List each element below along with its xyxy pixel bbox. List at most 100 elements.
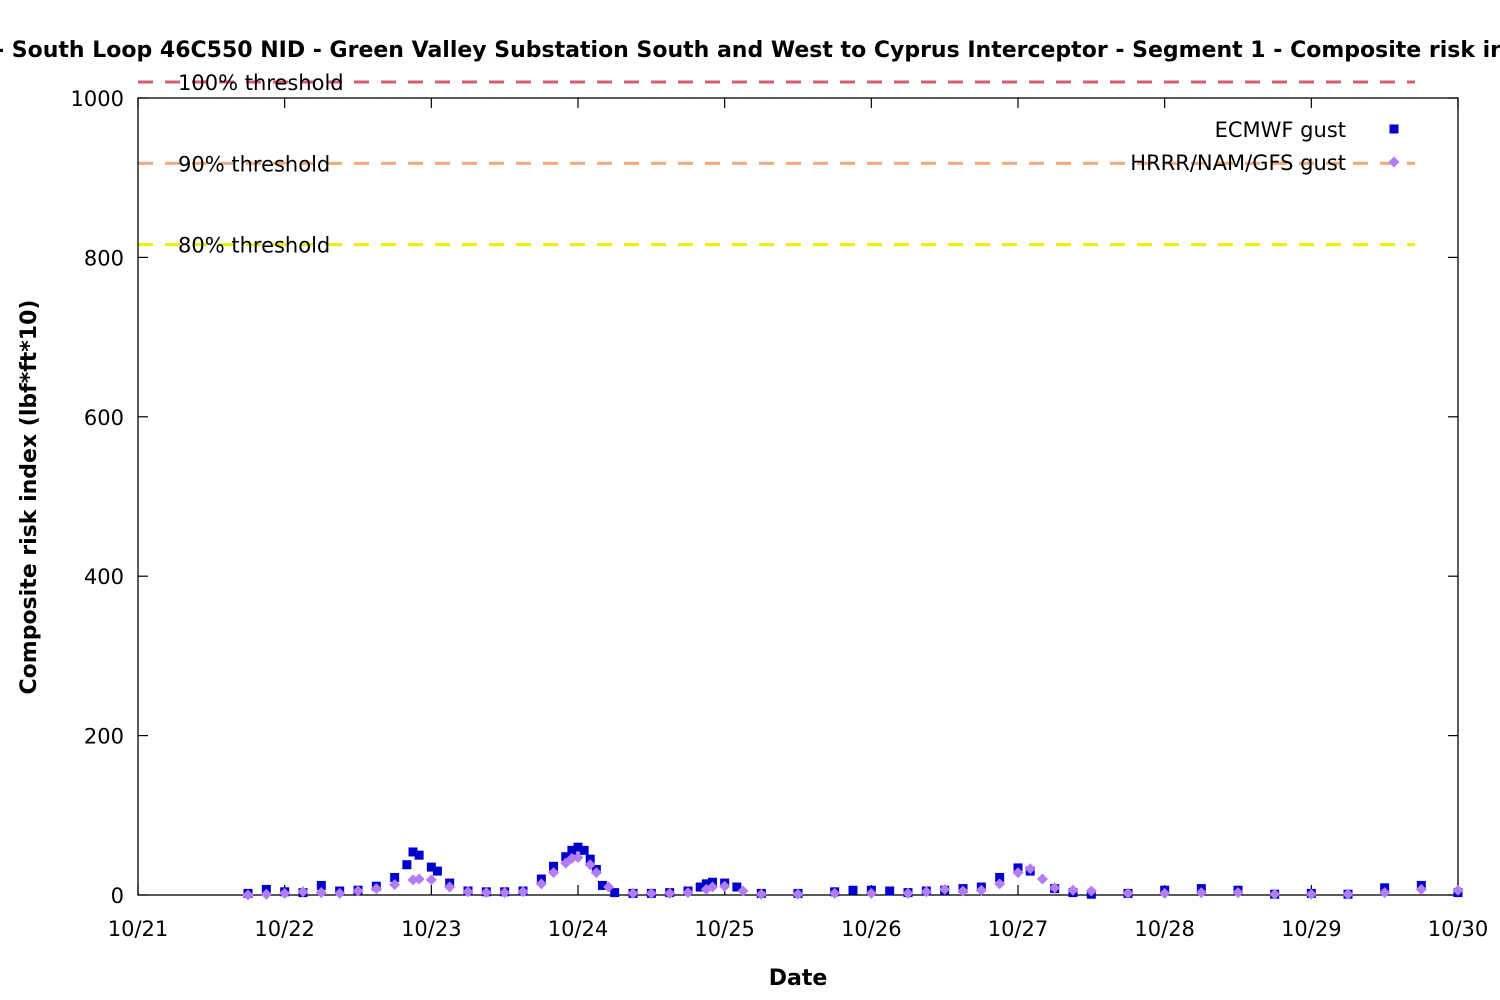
x-tick-label: 10/26 [841,917,902,941]
ecmwf-point [567,845,577,855]
hrrr-point [603,881,615,893]
hrrr-point [279,887,291,899]
hrrr-point [645,887,657,899]
hrrr-point [572,852,584,864]
x-tick-label: 10/23 [401,917,462,941]
y-tick-label: 0 [111,884,124,908]
hrrr-point [719,880,731,892]
hrrr-point [829,887,841,899]
hrrr-point [315,887,327,899]
x-tick-label: 10/27 [988,917,1049,941]
hrrr-point [480,887,492,899]
ecmwf-point [885,886,895,896]
hrrr-point [902,887,914,899]
hrrr-point [737,885,749,897]
hrrr-point [260,888,272,900]
hrrr-point [792,888,804,900]
ecmwf-point [579,845,589,855]
data-points [242,842,1464,901]
hrrr-point [1067,884,1079,896]
x-tick-label: 10/28 [1134,917,1195,941]
axis-ticks: 10/21 10/22 10/23 10/24 10/25 10/26 10/27 10/28… [71,87,1489,941]
legend-marker-1 [1388,156,1400,168]
hrrr-point [1036,873,1048,885]
y-tick-label: 400 [84,565,124,589]
ecmwf-point [426,862,436,872]
ecmwf-point [390,872,400,882]
hrrr-point [297,886,309,898]
ecmwf-point [695,882,705,892]
ecmwf-point [414,850,424,860]
chart-title: - South Loop 46C550 NID - Green Valley S… [0,38,1500,63]
hrrr-point [425,874,437,886]
ecmwf-point [848,885,858,895]
hrrr-point [1269,888,1281,900]
hrrr-point [548,867,560,879]
y-tick-label: 600 [84,406,124,430]
hrrr-point [920,886,932,898]
hrrr-point [462,886,474,898]
hrrr-point [1012,867,1024,879]
ecmwf-point [432,866,442,876]
hrrr-point [1452,884,1464,896]
x-tick-label: 10/21 [108,917,169,941]
x-tick-label: 10/29 [1281,917,1342,941]
plot-frame [137,97,1459,896]
hrrr-point [413,873,425,885]
ecmwf-point [316,880,326,890]
hrrr-point [1195,887,1207,899]
x-axis-label: Date [769,966,828,991]
x-tick-label: 10/30 [1428,917,1489,941]
legend-label-1: HRRR/NAM/GFS gust [1130,151,1346,175]
ecmwf-point [549,861,559,871]
hrrr-point [682,887,694,899]
hrrr-point [242,889,254,901]
ecmwf-point [408,847,418,857]
ecmwf-point [701,879,711,889]
ecmwf-point [732,882,742,892]
hrrr-point [444,881,456,893]
y-tick-label: 1000 [71,87,124,111]
hrrr-point [1342,888,1354,900]
x-tick-label: 10/22 [254,917,315,941]
ecmwf-point [995,872,1005,882]
y-axis-label: Composite risk index (lbf*ft*10) [17,300,42,695]
hrrr-point [1305,888,1317,900]
hrrr-point [584,859,596,871]
hrrr-point [535,878,547,890]
hrrr-point [1049,882,1061,894]
threshold-label-0: 100% threshold [178,71,344,95]
hrrr-point [755,888,767,900]
hrrr-point [334,887,346,899]
ecmwf-point [561,852,571,862]
ecmwf-point [402,860,412,870]
hrrr-point [957,885,969,897]
legend-label-0: ECMWF gust [1215,118,1346,142]
hrrr-point [627,887,639,899]
ecmwf-point [573,842,583,852]
hrrr-point [1159,887,1171,899]
ecmwf-point [597,880,607,890]
hrrr-point [590,867,602,879]
hrrr-point [352,885,364,897]
hrrr-point [1122,887,1134,899]
ecmwf-point [610,888,620,898]
threshold-label-1: 90% threshold [178,152,330,176]
x-tick-label: 10/25 [694,917,755,941]
hrrr-point [1024,863,1036,875]
legend-marker-0 [1389,124,1399,134]
hrrr-point [865,887,877,899]
threshold-label-2: 80% threshold [178,234,330,258]
y-tick-label: 800 [84,246,124,270]
hrrr-point [994,878,1006,890]
hrrr-point [1085,885,1097,897]
hrrr-point [499,887,511,899]
hrrr-point [1379,887,1391,899]
y-tick-label: 200 [84,725,124,749]
hrrr-point [517,886,529,898]
threshold-lines: 100% threshold 90% threshold 80% threshold [138,71,1415,258]
x-tick-label: 10/24 [548,917,609,941]
hrrr-point [389,879,401,891]
hrrr-point [1415,883,1427,895]
